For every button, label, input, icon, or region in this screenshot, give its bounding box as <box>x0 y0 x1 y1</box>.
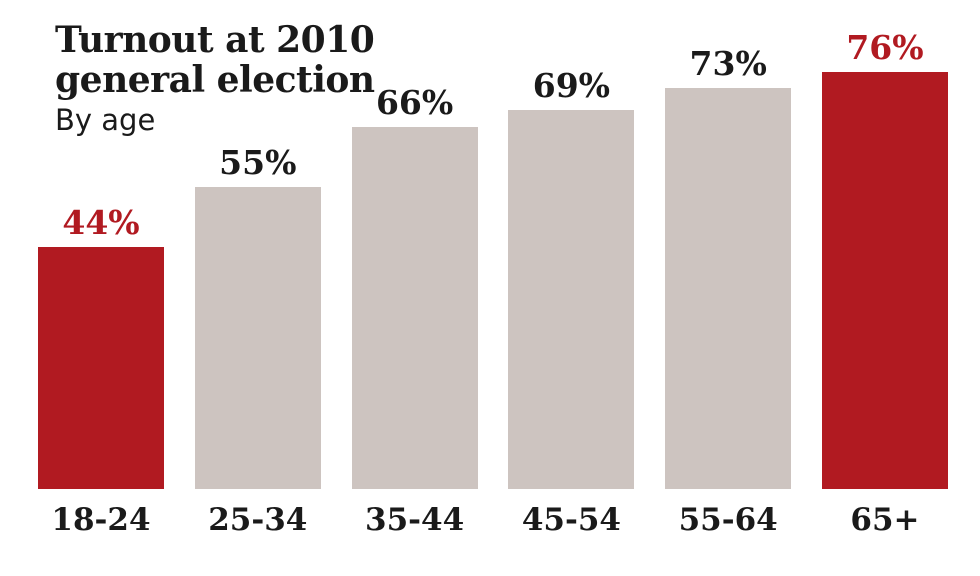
category-label: 35-44 <box>365 502 465 538</box>
bar-value-label: 66% <box>375 83 454 122</box>
bar <box>38 247 164 489</box>
chart-subtitle: By age <box>55 103 156 137</box>
bar-value-label: 73% <box>689 44 767 83</box>
bar-group-65+: 76% 65+ <box>821 28 948 558</box>
category-label: 45-54 <box>521 502 621 538</box>
bars-row: 44% 18-24 55% 25-34 66% 35-44 69% 45-54 73% 55-64… <box>38 28 948 558</box>
chart-title-line1: Turnout at 2010 <box>55 19 375 61</box>
category-label: 65+ <box>850 502 920 538</box>
bar-value-label: 55% <box>219 143 297 182</box>
bar <box>508 110 635 489</box>
chart-title: Turnout at 2010 general election <box>55 20 375 100</box>
bar-group-18-24: 44% 18-24 <box>38 203 164 558</box>
bar <box>351 127 478 489</box>
bar <box>665 88 792 489</box>
category-label: 25-34 <box>208 502 308 538</box>
bar <box>194 187 321 489</box>
bar-value-label: 76% <box>846 28 924 67</box>
bar-group-35-44: 66% 35-44 <box>351 83 478 558</box>
bar-group-25-34: 55% 25-34 <box>194 143 321 558</box>
bar <box>821 72 948 489</box>
bar-value-label: 69% <box>532 66 611 105</box>
bar-value-label: 44% <box>62 203 140 242</box>
chart-title-line2: general election <box>55 59 375 101</box>
bar-group-45-54: 69% 45-54 <box>508 66 635 558</box>
category-label: 18-24 <box>51 502 151 538</box>
bar-group-55-64: 73% 55-64 <box>665 44 792 558</box>
chart-header: Turnout at 2010 general election By age <box>55 20 375 138</box>
category-label: 55-64 <box>678 502 778 538</box>
